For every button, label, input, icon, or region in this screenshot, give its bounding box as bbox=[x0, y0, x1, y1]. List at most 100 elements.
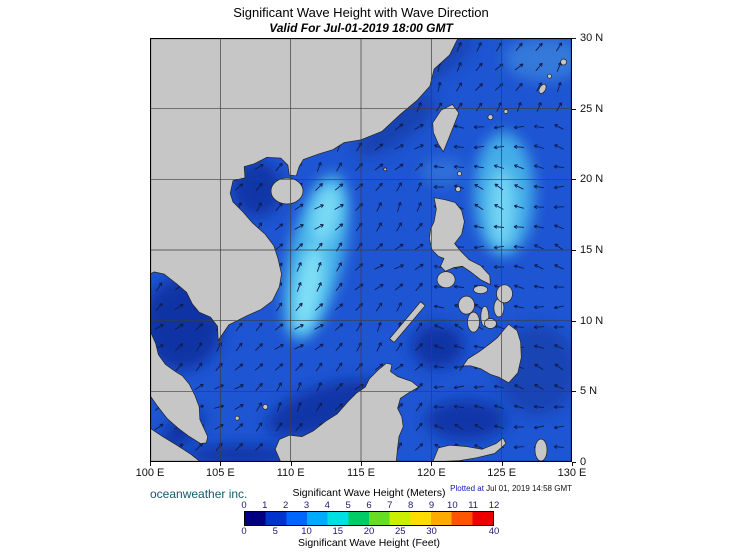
island-masbate bbox=[473, 285, 488, 294]
island-hainan bbox=[270, 177, 304, 205]
low-waves-celebes-sea bbox=[426, 400, 506, 440]
landmass-borneo bbox=[274, 362, 420, 462]
landmass-sumatra bbox=[150, 427, 202, 462]
lon-axis-label: 130 E bbox=[557, 467, 587, 479]
plotted-timestamp: Plotted at Jul 01, 2019 14:58 GMT bbox=[380, 484, 572, 493]
lat-axis-label: 30 N bbox=[580, 32, 604, 44]
credit-oceanweather: oceanweather inc. bbox=[150, 487, 248, 501]
map-area: 100 E 105 E 110 E 115 E 120 E 125 E 130 E 30 N 2… bbox=[136, 32, 604, 479]
legend-meters-label: Significant Wave Height (Meters) bbox=[292, 487, 446, 499]
lat-axis-tick bbox=[572, 462, 576, 463]
title-block: Significant Wave Height with Wave Direct… bbox=[150, 5, 572, 35]
lat-axis-tick bbox=[572, 108, 576, 110]
lon-axis-tick bbox=[220, 462, 222, 466]
island-halmahera bbox=[534, 438, 548, 462]
island-babuyan bbox=[455, 186, 461, 193]
wave-height-colorbar bbox=[244, 511, 494, 526]
lat-axis-label: 15 N bbox=[580, 244, 604, 256]
lat-axis-tick bbox=[572, 38, 576, 39]
lat-axis-label: 20 N bbox=[580, 173, 604, 186]
map-frame bbox=[150, 38, 572, 462]
lat-axis-tick bbox=[572, 179, 576, 181]
legend-meters-ticks: 0 1 2 3 4 5 6 7 8 9 10 11 12 bbox=[241, 500, 499, 511]
high-waves-scs-core-north bbox=[310, 185, 342, 245]
island-luzon bbox=[428, 197, 491, 286]
lon-axis-label: 105 E bbox=[205, 467, 235, 479]
island-ishigaki bbox=[487, 114, 494, 121]
plotted-time: Jul 01, 2019 14:58 GMT bbox=[486, 484, 572, 493]
chart-title: Significant Wave Height with Wave Direct… bbox=[233, 5, 489, 20]
feet-tick-label: 40 bbox=[488, 526, 500, 537]
island-palawan bbox=[389, 301, 426, 343]
meters-tick-label: 10 bbox=[447, 500, 458, 511]
lat-axis-label: 5 N bbox=[580, 385, 598, 398]
low-waves-taiwan-strait bbox=[355, 95, 437, 157]
meters-tick-label: 3 bbox=[303, 500, 310, 511]
low-waves-java-sea bbox=[186, 445, 296, 462]
landmass-malay-peninsula bbox=[150, 330, 209, 444]
island-panay bbox=[458, 295, 475, 315]
feet-tick-label: 30 bbox=[426, 526, 437, 537]
legend-feet-label: Significant Wave Height (Feet) bbox=[297, 537, 440, 549]
land-layer bbox=[150, 38, 567, 462]
plotted-label: Plotted at bbox=[450, 484, 487, 493]
feet-tick-label: 15 bbox=[332, 526, 344, 537]
meters-tick-label: 7 bbox=[387, 500, 393, 511]
meters-tick-label: 12 bbox=[488, 500, 500, 511]
island-miyako bbox=[503, 109, 509, 114]
lat-axis-label: 25 N bbox=[580, 102, 604, 115]
landmass-china-indochina bbox=[150, 38, 459, 342]
wave-height-map bbox=[150, 38, 572, 462]
feet-tick-label: 20 bbox=[363, 526, 375, 537]
moderate-waves-east-china-sea bbox=[504, 38, 572, 81]
lon-axis-label: 125 E bbox=[487, 467, 517, 479]
island-negros bbox=[467, 311, 480, 333]
meters-tick-label: 8 bbox=[408, 500, 414, 511]
lat-axis-label: 10 N bbox=[580, 314, 604, 327]
island-samar bbox=[496, 284, 513, 304]
island-batan bbox=[457, 171, 462, 177]
legend-feet-ticks: 0 5 10 15 20 25 30 40 bbox=[241, 526, 499, 537]
low-waves-sulu-sea bbox=[412, 324, 464, 368]
island-mindoro bbox=[436, 271, 456, 289]
lon-axis-tick bbox=[572, 462, 573, 466]
meters-tick-label: 6 bbox=[366, 500, 372, 511]
lon-axis-label: 100 E bbox=[135, 467, 165, 479]
landmass-sulawesi bbox=[432, 437, 507, 462]
feet-tick-label: 25 bbox=[394, 526, 406, 537]
lon-axis-label: 120 E bbox=[416, 467, 446, 479]
meters-tick-label: 9 bbox=[428, 500, 435, 511]
lon-axis-tick bbox=[361, 462, 362, 466]
feet-tick-label: 10 bbox=[301, 526, 312, 537]
chart-valid-time: Valid For Jul-01-2019 18:00 GMT bbox=[269, 21, 453, 35]
feet-tick-label: 5 bbox=[272, 526, 278, 537]
island-okinawa bbox=[538, 83, 547, 94]
lat-axis-tick bbox=[572, 320, 576, 322]
lat-axis-tick bbox=[572, 250, 576, 251]
meters-tick-label: 2 bbox=[283, 500, 289, 511]
meters-tick-label: 11 bbox=[468, 500, 479, 511]
island-pratas bbox=[383, 167, 388, 172]
lon-axis-label: 115 E bbox=[347, 467, 375, 479]
island-anambas bbox=[234, 415, 240, 421]
lon-axis-tick bbox=[150, 462, 151, 466]
island-taiwan bbox=[432, 103, 460, 153]
meters-tick-label: 5 bbox=[345, 500, 351, 511]
island-ryukyu-small bbox=[547, 73, 552, 79]
island-mindanao bbox=[459, 323, 522, 384]
meters-tick-label: 1 bbox=[262, 500, 268, 511]
lon-axis-tick bbox=[290, 462, 292, 466]
graticule-layer bbox=[150, 38, 572, 462]
lon-axis-label: 110 E bbox=[276, 467, 305, 479]
island-amami bbox=[560, 58, 567, 66]
meters-tick-label: 0 bbox=[241, 500, 247, 511]
lat-axis-label: 0 bbox=[580, 456, 587, 468]
lat-axis-tick bbox=[572, 391, 576, 393]
lon-axis-tick bbox=[431, 462, 433, 466]
feet-tick-label: 0 bbox=[241, 526, 247, 537]
high-waves-scs-core-south bbox=[294, 243, 324, 333]
island-bohol bbox=[484, 318, 497, 329]
lon-axis-tick bbox=[501, 462, 503, 466]
